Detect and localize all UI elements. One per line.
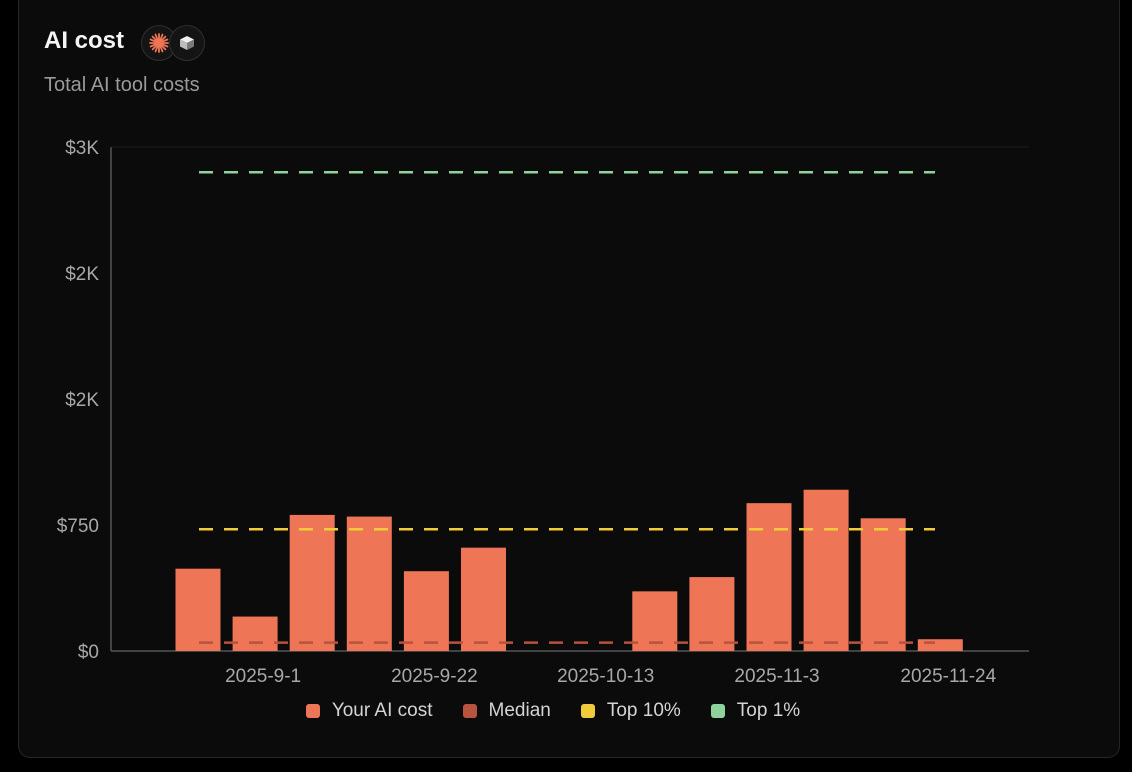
legend-label: Top 1% bbox=[736, 700, 801, 721]
legend-label: Median bbox=[488, 700, 551, 721]
ai-cost-chart: $0 $750 $2K $2K $3K 2025-9-1 2025-9-22 2025-10-… bbox=[57, 138, 1029, 687]
chart-legend: Your AI cost Median Top 10% Top 1% bbox=[2, 700, 1104, 722]
legend-swatch bbox=[710, 704, 725, 718]
bar bbox=[289, 514, 335, 651]
card-subtitle: Total AI tool costs bbox=[44, 74, 200, 96]
bar bbox=[232, 616, 278, 651]
y-tick-label: $750 bbox=[57, 516, 99, 537]
y-tick-label: $2K bbox=[65, 264, 99, 285]
bar bbox=[917, 639, 963, 651]
legend-item-median[interactable]: Median bbox=[462, 700, 551, 722]
y-tick-label: $2K bbox=[65, 390, 99, 411]
bar bbox=[632, 591, 678, 651]
y-tick-label: $3K bbox=[65, 138, 99, 159]
legend-label: Top 10% bbox=[606, 700, 681, 721]
bar bbox=[346, 516, 392, 651]
legend-swatch bbox=[580, 704, 595, 718]
legend-label: Your AI cost bbox=[331, 700, 433, 721]
bar bbox=[803, 489, 849, 651]
bar bbox=[461, 547, 506, 651]
bar bbox=[860, 518, 906, 651]
x-tick-label: 2025-11-24 bbox=[900, 666, 996, 687]
bar bbox=[689, 577, 735, 651]
bar bbox=[175, 568, 221, 651]
legend-item-top-1[interactable]: Top 1% bbox=[710, 700, 801, 722]
cube-icon bbox=[169, 25, 205, 61]
x-tick-label: 2025-11-3 bbox=[734, 666, 819, 687]
y-tick-label: $0 bbox=[78, 642, 99, 663]
x-tick-label: 2025-9-1 bbox=[225, 666, 301, 687]
ai-cost-card: AI cost Tot bbox=[18, 0, 1120, 758]
legend-item-your-ai-cost[interactable]: Your AI cost bbox=[305, 700, 433, 722]
legend-item-top-10[interactable]: Top 10% bbox=[580, 700, 681, 722]
bar bbox=[746, 503, 792, 651]
legend-swatch bbox=[305, 704, 320, 718]
card-title: AI cost bbox=[44, 27, 125, 54]
bar bbox=[403, 571, 449, 651]
legend-swatch bbox=[462, 704, 477, 718]
x-tick-label: 2025-9-22 bbox=[391, 666, 478, 687]
x-tick-label: 2025-10-13 bbox=[557, 666, 654, 687]
